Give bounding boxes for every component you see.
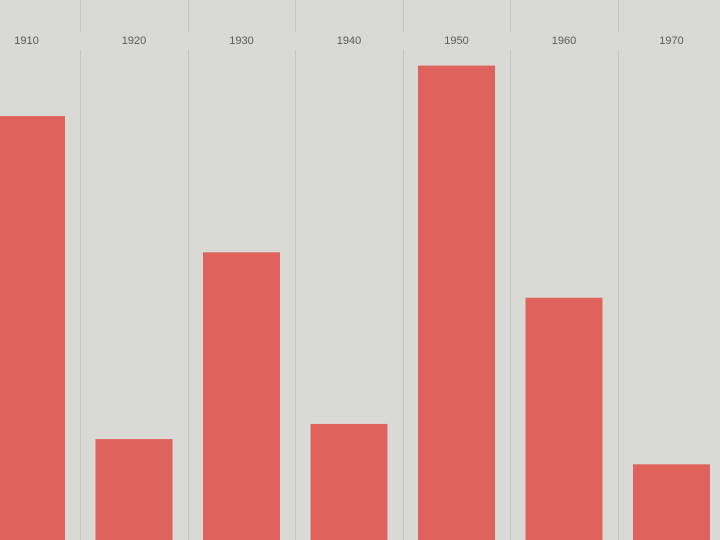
tick-label-1910: 1910: [14, 35, 38, 47]
tick-label-1920: 1920: [122, 35, 146, 47]
tick-label-1930: 1930: [229, 35, 253, 47]
tick-label-1970: 1970: [659, 35, 683, 47]
bar-1930: [203, 252, 280, 540]
bar-1920: [95, 439, 173, 540]
tick-label-1950: 1950: [444, 35, 468, 47]
x-axis-tick-labels: 1910 1920 1930 1940 1950 1960 1970: [14, 35, 683, 47]
bar-1910: [0, 116, 65, 540]
bar-1940: [310, 423, 388, 540]
bar-1960: [525, 297, 603, 540]
tick-label-1940: 1940: [337, 35, 361, 47]
tick-label-1960: 1960: [552, 35, 576, 47]
gridlines: [80, 0, 619, 540]
bars: [0, 65, 710, 540]
bar-1950: [418, 65, 495, 540]
bar-1970: [633, 464, 710, 540]
